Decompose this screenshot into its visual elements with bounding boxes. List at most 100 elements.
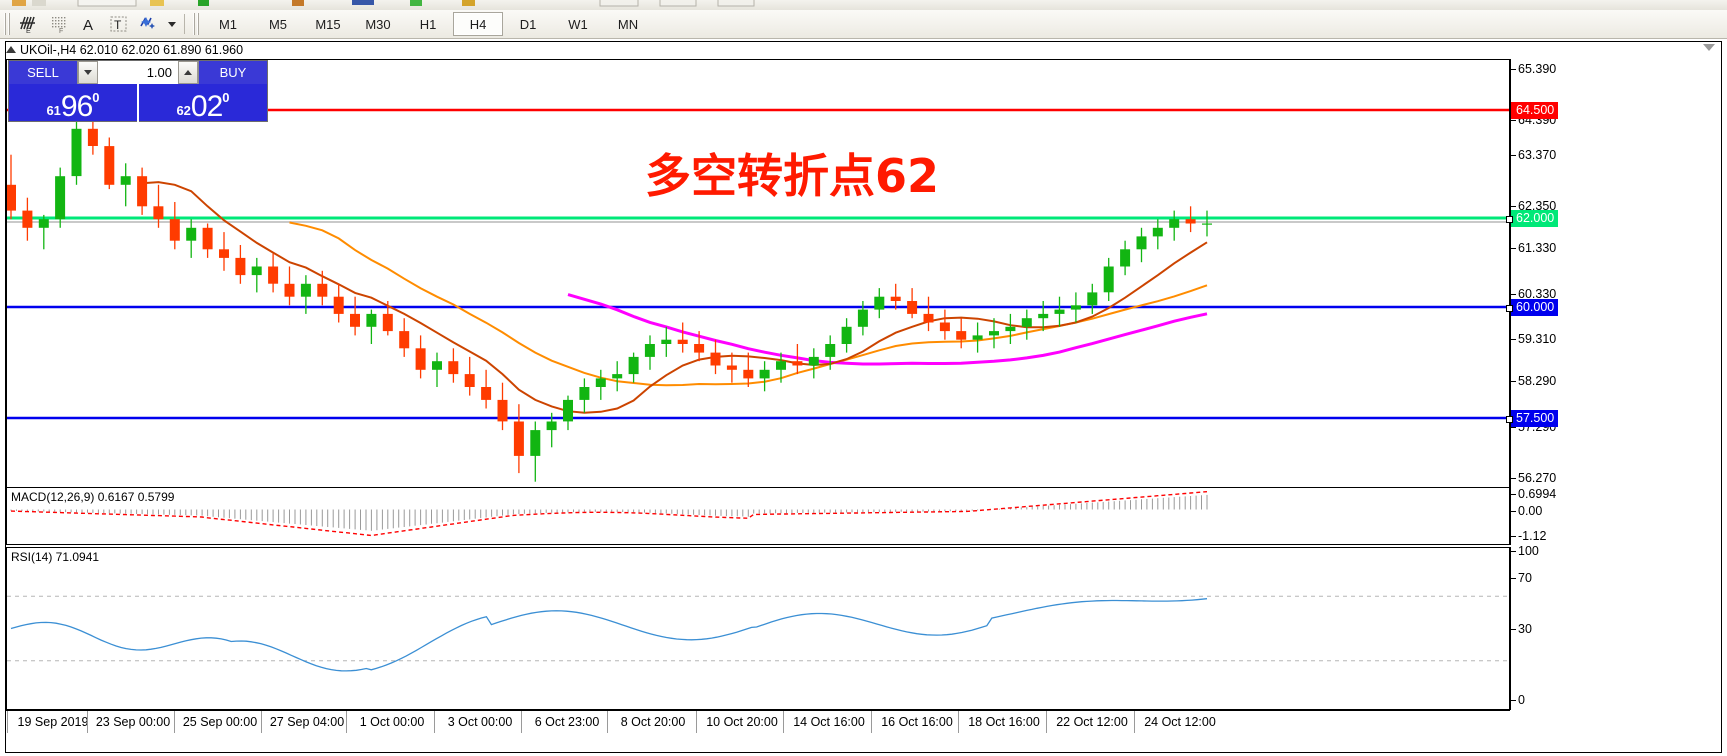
axis-tick: 56.270: [1511, 471, 1556, 485]
chevron-down-icon[interactable]: [164, 11, 180, 37]
timeframe-m5[interactable]: M5: [268, 16, 288, 32]
sell-price-main: 96: [60, 90, 93, 123]
objects-icon[interactable]: [134, 11, 164, 37]
time-axis-separator: [696, 711, 697, 733]
axis-tick: -1.12: [1511, 529, 1547, 543]
toolbar-grip[interactable]: [4, 13, 11, 35]
buy-price-display[interactable]: 62 02 0: [139, 84, 267, 122]
sell-price-prefix: 61: [46, 103, 61, 118]
indicators-icon[interactable]: E: [14, 11, 44, 37]
axis-tick: 65.390: [1511, 62, 1556, 76]
timeframe-h1[interactable]: H1: [419, 16, 437, 32]
octp-price-row: 61 96 0 62 02 0: [9, 84, 267, 122]
timeframe-m15[interactable]: M15: [315, 16, 341, 32]
volume-input[interactable]: 1.00: [98, 61, 178, 84]
axis-tick: 58.290: [1511, 374, 1556, 388]
volume-increment-button[interactable]: [178, 61, 198, 84]
time-axis-separator: [958, 711, 959, 733]
price-level-label[interactable]: 57.500: [1511, 410, 1559, 427]
text-icon[interactable]: A: [74, 11, 104, 37]
grid-icon[interactable]: F: [44, 11, 74, 37]
price-level-label[interactable]: 64.500: [1511, 102, 1559, 119]
axis-tick: 0.6994: [1511, 487, 1556, 501]
chart-minimize-icon[interactable]: [1703, 44, 1715, 51]
level-handle[interactable]: [1506, 416, 1513, 423]
chart-toolbar: E F: [0, 10, 1727, 39]
axis-tick: 0.00: [1511, 504, 1542, 518]
time-axis-separator: [346, 711, 347, 733]
macd-plot: [10, 491, 1208, 537]
octp-header-row: SELL 1.00 BUY: [9, 61, 267, 84]
rsi-pane[interactable]: RSI(14) 71.0941: [6, 547, 1510, 710]
timeframe-grip[interactable]: [193, 13, 200, 35]
timeframe-w1[interactable]: W1: [568, 16, 588, 32]
axis-tick: 70: [1511, 571, 1532, 585]
buy-price-main: 02: [190, 90, 223, 123]
price-level-label[interactable]: 60.000: [1511, 299, 1559, 316]
one-click-trading-panel[interactable]: SELL 1.00 BUY 61 96 0 62 02 0: [8, 60, 268, 122]
time-axis-tick: 27 Sep 04:00: [269, 715, 345, 729]
timeframe-m1[interactable]: M1: [218, 16, 238, 32]
chart-annotation-text[interactable]: 多空转折点62: [645, 149, 940, 203]
axis-tick: 30: [1511, 622, 1532, 636]
time-axis-tick: 18 Oct 16:00: [968, 715, 1040, 729]
timeframe-d1[interactable]: D1: [519, 16, 537, 32]
volume-decrement-button[interactable]: [78, 61, 98, 84]
time-axis-tick: 24 Oct 12:00: [1144, 715, 1216, 729]
timeframe-h4[interactable]: H4: [453, 12, 503, 36]
buy-button[interactable]: BUY: [199, 61, 267, 84]
price-axis[interactable]: 65.390 64.390 63.370 62.350 61.330 60.330 59.3…: [1510, 59, 1722, 487]
collapse-triangle-icon[interactable]: [6, 46, 16, 53]
price-level-label[interactable]: 62.000: [1511, 210, 1559, 227]
axis-tick: 62.350: [1511, 199, 1556, 213]
svg-text:F: F: [59, 28, 63, 34]
octp-divider: [137, 84, 139, 122]
sell-price-sup: 0: [92, 90, 100, 105]
timeframe-mn[interactable]: MN: [617, 16, 639, 32]
axis-tick: 61.330: [1511, 241, 1556, 255]
toolbar-divider: [184, 14, 185, 34]
axis-tick: 63.370: [1511, 148, 1556, 162]
timeframe-m30[interactable]: M30: [365, 16, 391, 32]
svg-text:T: T: [114, 18, 122, 32]
time-axis-tick: 19 Sep 2019: [17, 715, 89, 729]
time-axis[interactable]: 19 Sep 2019 23 Sep 00:00 25 Sep 00:00 27 Se…: [6, 710, 1510, 733]
macd-pane[interactable]: MACD(12,26,9) 0.6167 0.5799: [6, 487, 1510, 545]
time-axis-tick: 6 Oct 23:00: [534, 715, 600, 729]
symbol-quote-line: UKOil-,H4 62.010 62.020 61.890 61.960: [6, 43, 243, 58]
axis-tick: 0: [1511, 693, 1525, 707]
rsi-plot: [7, 595, 1509, 672]
text-label-icon[interactable]: T: [104, 11, 134, 37]
time-axis-separator: [521, 711, 522, 733]
level-handle[interactable]: [1506, 216, 1513, 223]
time-axis-tick: 10 Oct 20:00: [706, 715, 778, 729]
time-axis-tick: 3 Oct 00:00: [447, 715, 513, 729]
axis-tick: 100: [1511, 544, 1539, 558]
buy-price-prefix: 62: [176, 103, 191, 118]
price-plot: [7, 108, 1509, 482]
time-axis-tick: 16 Oct 16:00: [881, 715, 953, 729]
time-axis-tick: 8 Oct 20:00: [620, 715, 686, 729]
time-axis-tick: 23 Sep 00:00: [95, 715, 171, 729]
svg-text:E: E: [26, 28, 31, 34]
rsi-axis: 100 70 30 0: [1510, 544, 1722, 710]
svg-text:A: A: [83, 17, 93, 34]
sell-button[interactable]: SELL: [9, 61, 77, 84]
sell-price-display[interactable]: 61 96 0: [9, 84, 137, 122]
time-axis-separator: [174, 711, 175, 733]
buy-price-sup: 0: [222, 90, 230, 105]
time-axis-separator: [1046, 711, 1047, 733]
volume-stepper[interactable]: 1.00: [77, 61, 199, 84]
price-pane[interactable]: [6, 59, 1513, 487]
time-axis-separator: [7, 711, 8, 733]
time-axis-tick: 14 Oct 16:00: [793, 715, 865, 729]
time-axis-separator: [434, 711, 435, 733]
quote-text: UKOil-,H4 62.010 62.020 61.890 61.960: [20, 43, 244, 57]
level-handle[interactable]: [1506, 305, 1513, 312]
time-axis-separator: [87, 711, 88, 733]
time-axis-separator: [607, 711, 608, 733]
time-axis-separator: [261, 711, 262, 733]
time-axis-tick: 25 Sep 00:00: [182, 715, 258, 729]
axis-tick: 59.310: [1511, 332, 1556, 346]
